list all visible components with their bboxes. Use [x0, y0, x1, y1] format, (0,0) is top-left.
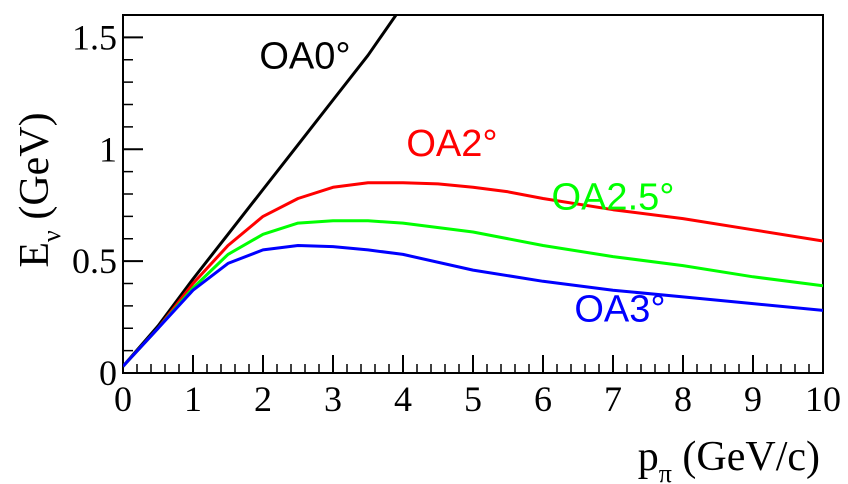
series-annotation-label: OA0°: [259, 36, 350, 78]
x-tick-label: 2: [254, 379, 272, 419]
y-tick-label: 1: [99, 129, 117, 169]
series-annotation-label: OA3°: [574, 289, 665, 331]
series-lines: [123, 15, 823, 368]
series-line-oa2: [123, 181, 823, 368]
series-annotation-label: OA2.5°: [552, 177, 675, 219]
y-axis-label: Eν (GeV): [12, 112, 66, 267]
plot-frame: [122, 14, 824, 374]
series-line-oa3: [123, 244, 823, 368]
y-tick-label: 0: [99, 353, 117, 393]
x-tick-label: 0: [114, 379, 132, 419]
x-tick-label: 4: [394, 379, 412, 419]
x-tick-label: 1: [184, 379, 202, 419]
x-tick-label: 3: [324, 379, 342, 419]
series-annotations: OA0° OA2° OA2.5° OA3°: [259, 36, 674, 331]
x-tick-label: 6: [534, 379, 552, 419]
x-tick-label: 8: [674, 379, 692, 419]
y-tick-label: 1.5: [72, 17, 117, 57]
tick-labels: 0 1 2 3 4 5 6 7 8 9 10 0 0.5 1 1.5: [72, 17, 841, 419]
series-line-oa0: [123, 15, 398, 368]
x-tick-label: 7: [604, 379, 622, 419]
x-tick-label: 10: [805, 379, 841, 419]
series-line-oa2-5: [123, 219, 823, 368]
axis-ticks: [122, 14, 824, 374]
x-tick-label: 5: [464, 379, 482, 419]
series-annotation-label: OA2°: [406, 123, 497, 165]
y-tick-label: 0.5: [72, 241, 117, 281]
x-axis-label: pπ (GeV/c): [638, 434, 820, 484]
x-tick-label: 9: [744, 379, 762, 419]
